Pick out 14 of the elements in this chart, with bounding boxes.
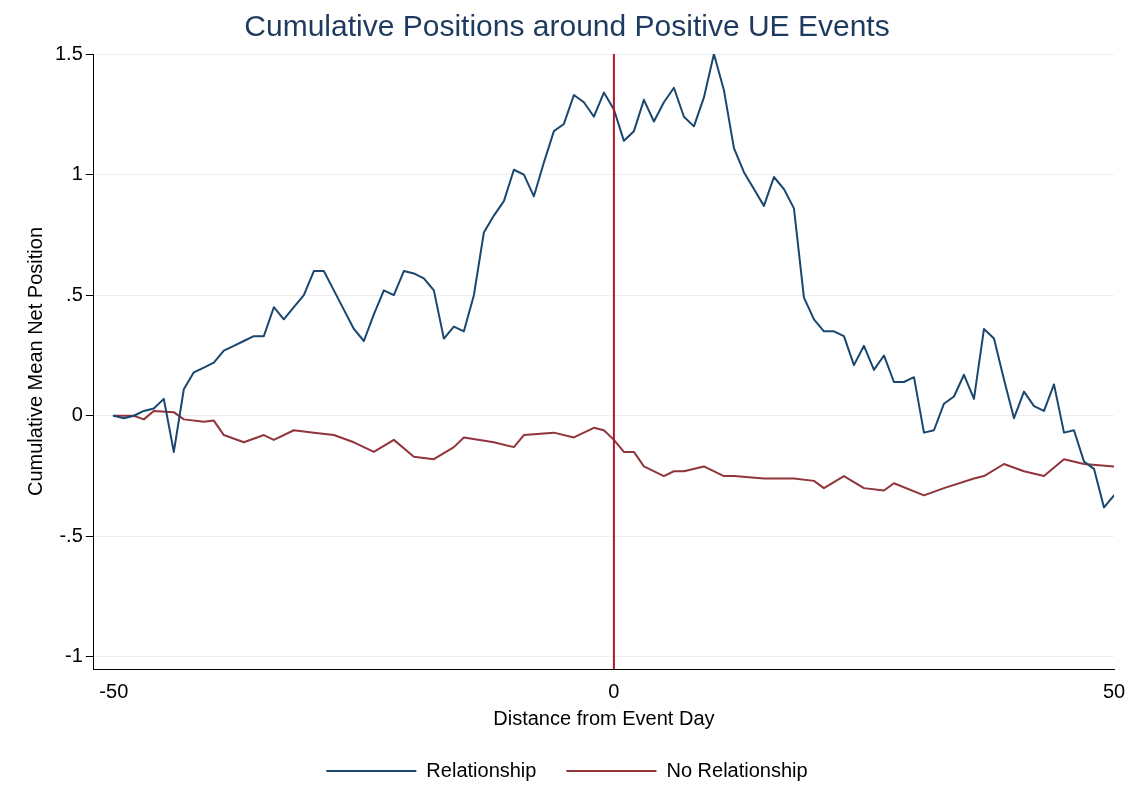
y-tick-label: 1 xyxy=(71,162,83,185)
y-tick-label: 0 xyxy=(71,403,83,426)
y-tick-label: -1 xyxy=(65,644,83,667)
y-tick-label: -.5 xyxy=(59,523,83,546)
y-axis-title: Cumulative Mean Net Position xyxy=(23,226,46,497)
x-axis-title: Distance from Event Day xyxy=(493,706,715,729)
x-tick-label: -50 xyxy=(99,679,129,702)
y-tick-label: 1.5 xyxy=(54,41,83,64)
legend-label: No Relationship xyxy=(666,758,808,781)
y-tick-label: .5 xyxy=(66,282,83,305)
chart-title: Cumulative Positions around Positive UE Events xyxy=(244,9,890,43)
x-tick-label: 0 xyxy=(608,679,620,702)
x-tick-label: 50 xyxy=(1102,679,1126,702)
legend-label: Relationship xyxy=(426,758,537,781)
